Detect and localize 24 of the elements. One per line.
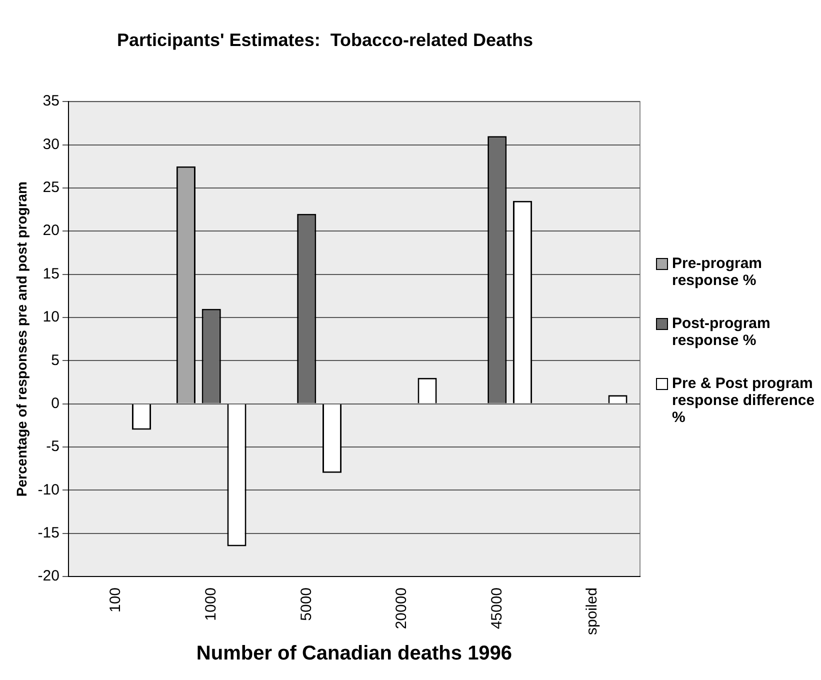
y-tick-label: 35 [42, 92, 60, 110]
legend-label: Post-program response % [672, 314, 772, 348]
x-axis-title: Number of Canadian deaths 1996 [196, 642, 512, 665]
y-tick-label: 30 [42, 136, 60, 153]
y-tick-label: 25 [42, 179, 60, 196]
x-tick-label: spoiled [584, 587, 601, 636]
y-tick-label: -5 [46, 438, 60, 456]
y-tick-label: 20 [42, 222, 60, 240]
legend-label: Pre-program response % [672, 254, 764, 288]
y-tick-label: 0 [51, 394, 60, 412]
y-tick-label: -15 [38, 524, 60, 542]
legend-label: Pre & Post program response difference % [672, 374, 816, 426]
y-tick-label: 5 [51, 352, 60, 369]
y-tick-label: -20 [38, 568, 60, 585]
chart-title: Participants' Estimates: Tobacco-related Deaths [116, 30, 534, 50]
x-tick-label: 5000 [298, 587, 315, 621]
y-tick-label: 10 [42, 308, 60, 326]
y-tick-label: 15 [42, 265, 60, 282]
x-tick-label: 45000 [488, 587, 506, 630]
x-tick-label: 100 [107, 587, 124, 612]
y-axis-title: Percentage of responses pre and post program [13, 181, 30, 497]
y-tick-label: -10 [38, 481, 60, 498]
x-tick-label: 1000 [202, 587, 220, 621]
x-tick-label: 20000 [393, 587, 410, 630]
